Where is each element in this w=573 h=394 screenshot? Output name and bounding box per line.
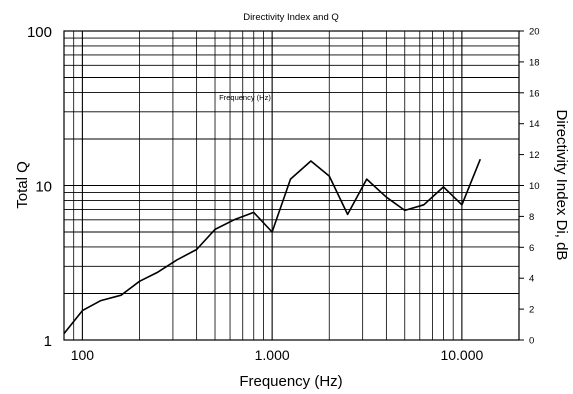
y-tick-label-left: 100 bbox=[27, 24, 52, 41]
y-tick-label-right: 10 bbox=[529, 181, 540, 192]
y-tick-label-right: 8 bbox=[529, 212, 534, 223]
frequency-inner-label: Frequency (Hz) bbox=[219, 93, 271, 102]
x-axis-label: Frequency (Hz) bbox=[239, 373, 342, 390]
y-tick-label-right: 6 bbox=[529, 243, 534, 254]
chart-title: Directivity Index and Q bbox=[243, 12, 339, 23]
y-tick-label-right: 12 bbox=[529, 150, 540, 161]
x-tick-label: 1.000 bbox=[255, 347, 290, 363]
right-axis-ticks: 0 2 4 6 8 10 12 14 16 18 20 bbox=[519, 27, 540, 347]
y-axis-label-right: Directivity Index Di, dB bbox=[553, 110, 570, 261]
y-tick-label-right: 18 bbox=[529, 57, 540, 68]
y-tick-label-left: 10 bbox=[35, 179, 52, 196]
x-tick-label: 10.000 bbox=[440, 347, 483, 363]
y-tick-label-right: 20 bbox=[529, 27, 540, 38]
q-series-line bbox=[63, 158, 482, 335]
y-tick-label-right: 2 bbox=[529, 305, 534, 316]
y-axis-label-left: Total Q bbox=[14, 161, 31, 209]
x-tick-label: 100 bbox=[71, 347, 95, 363]
y-tick-label-right: 14 bbox=[529, 119, 540, 130]
bottom-axis-ticks: 100 1.000 10.000 bbox=[71, 347, 484, 363]
y-tick-label-right: 16 bbox=[529, 88, 540, 99]
y-tick-label-right: 4 bbox=[529, 274, 534, 285]
y-tick-label-left: 1 bbox=[44, 333, 52, 350]
y-tick-label-right: 0 bbox=[529, 336, 534, 347]
left-axis-ticks: 1 10 100 bbox=[27, 24, 52, 350]
grid-lines bbox=[64, 31, 519, 340]
